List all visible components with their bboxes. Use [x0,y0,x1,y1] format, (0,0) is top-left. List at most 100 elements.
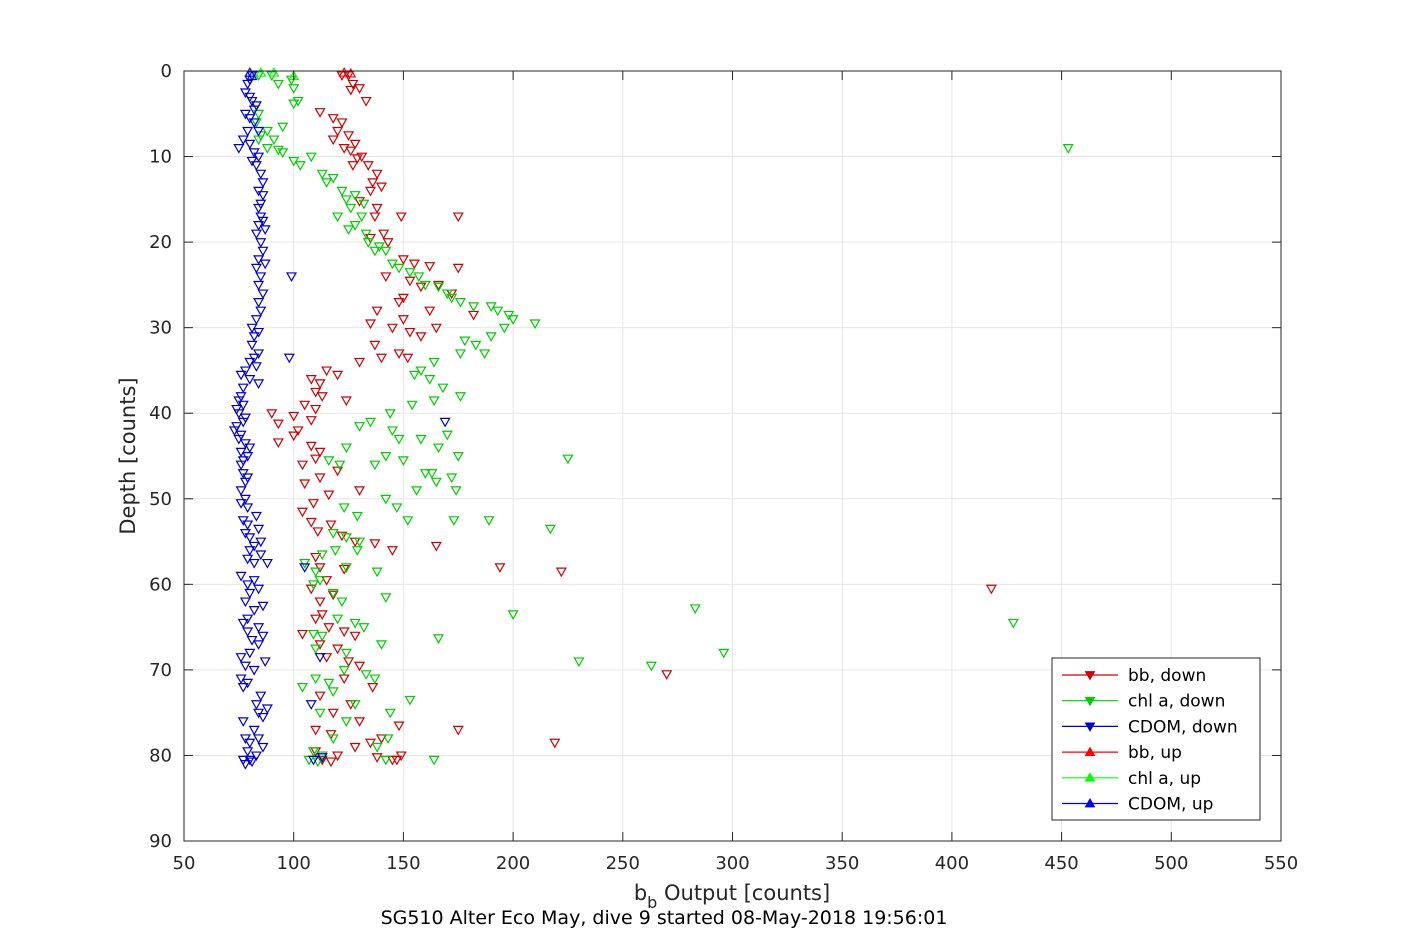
x-tick-label: 500 [1154,853,1188,874]
data-point [235,370,247,381]
legend-marker [1084,746,1096,756]
data-point [250,263,262,274]
series-bb-up [338,67,357,78]
data-point [242,747,254,757]
data-point [371,306,383,317]
data-point [250,161,262,171]
data-point [661,670,673,680]
data-point [253,280,265,291]
data-point [353,661,366,672]
data-point [310,567,322,578]
data-point [336,118,348,129]
data-point [689,604,701,614]
legend-marker [1084,696,1096,707]
data-point [296,629,309,640]
data-point [244,139,256,150]
data-point [310,614,322,625]
data-point [371,169,383,180]
data-point [261,558,273,569]
data-point [253,584,265,595]
data-point [272,145,284,156]
data-point [253,734,265,745]
data-point [382,238,394,248]
data-point [246,340,258,351]
data-point [283,353,295,364]
data-point [386,323,398,334]
data-point [428,396,440,407]
data-point [316,755,328,766]
data-point [307,629,319,640]
data-point [316,631,328,642]
data-point [424,375,436,385]
data-point [507,610,519,620]
data-point [327,734,339,745]
data-point [343,225,355,235]
data-point [428,755,440,766]
data-point [255,550,267,561]
data-point [259,225,271,235]
data-point [485,332,497,342]
data-point [288,84,300,94]
data-point [305,700,317,710]
data-point [369,539,381,549]
data-point [332,644,344,655]
data-point [299,479,311,490]
x-tick-label: 400 [935,853,969,874]
data-point [312,527,324,537]
x-tick-label: 300 [715,853,749,874]
data-point [353,197,366,207]
data-point [985,584,997,595]
data-point [253,524,265,535]
data-point [305,416,317,426]
data-point [529,319,541,330]
data-point [288,411,300,422]
data-point [452,212,464,223]
data-point [248,665,260,676]
data-point [327,708,339,719]
data-point [544,524,556,535]
data-point [356,152,368,163]
data-point [371,742,383,753]
data-point [382,734,394,745]
data-point [340,396,352,407]
data-point [323,456,335,466]
y-tick-label: 70 [149,660,172,681]
data-point [253,203,265,214]
data-point [364,186,377,197]
data-point [406,400,418,411]
data-point [307,747,319,757]
data-point [244,588,256,599]
data-point [364,417,377,428]
legend-label: bb, up [1128,743,1182,763]
data-point [349,139,361,150]
data-point [340,195,352,206]
data-point [332,466,344,477]
data-point [237,683,249,693]
data-point [310,404,322,415]
data-point [239,477,251,488]
data-point [351,511,363,522]
data-point [314,691,326,702]
data-point [250,229,262,240]
data-point [259,657,271,668]
data-point [439,417,451,428]
data-point [305,441,317,452]
data-point [353,717,366,727]
data-point [393,721,405,732]
data-point [327,135,339,146]
data-point [386,546,398,556]
data-point [430,477,442,488]
data-point [430,323,442,334]
data-point [248,332,260,342]
data-point [233,144,245,154]
data-point [393,263,405,274]
data-point [391,503,403,514]
y-tick-label: 90 [149,831,172,852]
data-point [257,191,269,201]
data-point [380,593,392,603]
y-tick-label: 0 [161,61,172,82]
data-point [498,323,510,334]
x-tick-label: 350 [825,853,859,874]
data-point [345,67,357,78]
data-point [310,552,322,563]
